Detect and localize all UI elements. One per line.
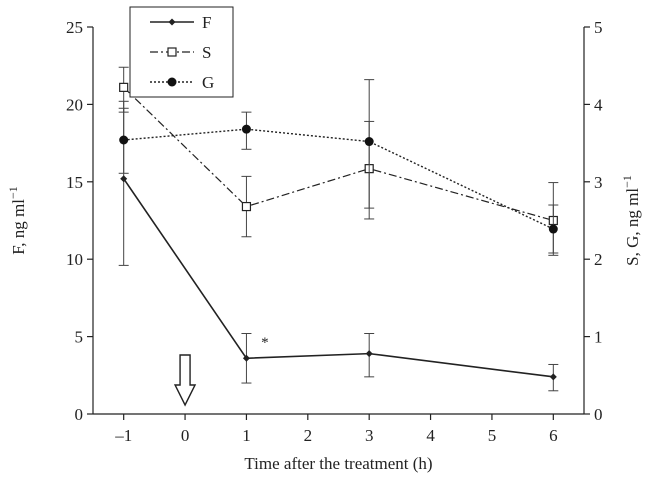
legend-marker (168, 18, 176, 26)
annotation-layer: * (173, 335, 269, 407)
data-point (548, 224, 558, 234)
x-tick-label: 5 (488, 426, 497, 445)
x-tick-label: 1 (242, 426, 251, 445)
left-y-tick-label: 25 (66, 18, 83, 37)
right-y-tick-label: 1 (594, 328, 603, 347)
legend-marker (167, 47, 177, 57)
x-tick-label: –1 (114, 426, 132, 445)
data-point (119, 135, 129, 145)
legend: FSG (129, 6, 234, 98)
data-point (549, 373, 557, 381)
series-line (123, 128, 554, 230)
legend-label: G (202, 73, 214, 92)
series-layer (118, 66, 559, 392)
data-point (241, 124, 251, 134)
legend-label: F (202, 13, 211, 32)
x-ticks: –1 0 1 2 3 4 5 6 (114, 414, 558, 445)
right-y-ticks: 0 1 2 3 4 5 (584, 18, 603, 424)
left-y-tick-label: 0 (75, 405, 84, 424)
data-point (120, 175, 128, 183)
left-y-tick-label: 15 (66, 173, 83, 192)
series-line (123, 86, 554, 222)
treatment-arrow-icon (173, 354, 197, 407)
x-tick-label: 6 (549, 426, 558, 445)
right-y-tick-label: 3 (594, 173, 603, 192)
series-line (123, 178, 554, 378)
legend-item-s: S (150, 43, 211, 62)
significance-asterisk: * (261, 335, 269, 351)
right-y-tick-label: 4 (594, 95, 603, 114)
left-y-tick-label: 10 (66, 250, 83, 269)
data-point (241, 201, 252, 212)
legend-item-f: F (150, 13, 211, 32)
right-y-tick-label: 0 (594, 405, 603, 424)
series-g (118, 79, 559, 254)
x-tick-label: 2 (304, 426, 313, 445)
left-y-ticks: 0 5 10 15 20 25 (66, 18, 93, 424)
legend-item-g: G (150, 73, 214, 92)
left-y-tick-label: 20 (66, 95, 83, 114)
left-y-tick-label: 5 (75, 328, 84, 347)
right-y-tick-label: 2 (594, 250, 603, 269)
legend-marker (167, 77, 177, 87)
x-tick-label: 3 (365, 426, 374, 445)
legend-label: S (202, 43, 211, 62)
x-tick-label: 0 (181, 426, 190, 445)
right-y-tick-label: 5 (594, 18, 603, 37)
data-point (365, 350, 373, 358)
data-point (242, 354, 250, 362)
series-f (118, 100, 559, 392)
left-y-axis-label: F, ng ml−1 (6, 186, 28, 255)
data-point (364, 137, 374, 147)
x-axis-label: Time after the treatment (h) (244, 454, 432, 473)
data-point (119, 82, 129, 92)
right-y-axis-label: S, G, ng ml−1 (620, 175, 642, 266)
x-tick-label: 4 (426, 426, 435, 445)
legend-box (129, 6, 234, 98)
